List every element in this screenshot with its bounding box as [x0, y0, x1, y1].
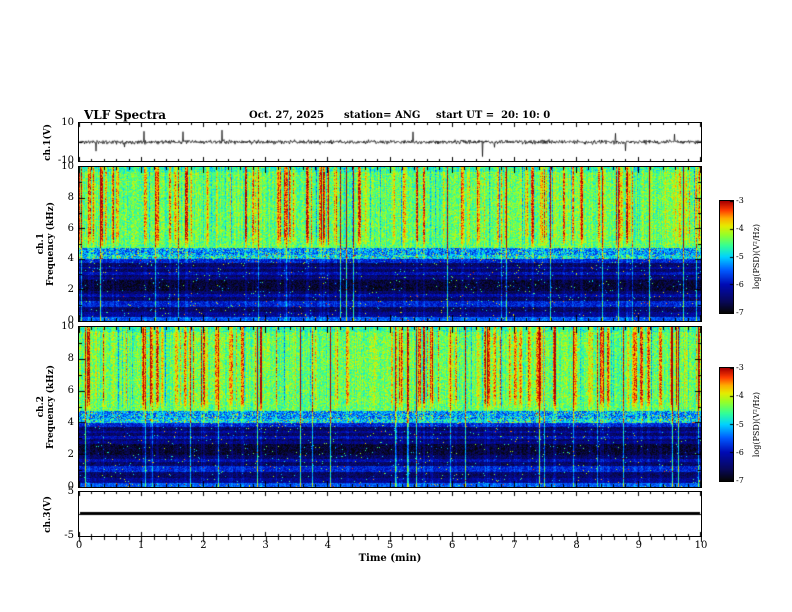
tick-label: 8	[573, 540, 580, 551]
tick-label: 8	[67, 353, 74, 364]
ch1-colorbar	[719, 200, 734, 314]
tick-label: 4	[67, 417, 74, 428]
ch2-label-line1: ch.2	[35, 396, 46, 418]
tick-label: 5	[67, 486, 74, 497]
tick-label: -3	[736, 363, 744, 372]
tick-label: 10	[61, 321, 74, 332]
tick-label: -7	[736, 476, 744, 485]
tick-label: 4	[324, 540, 331, 551]
tick-label: 10	[61, 117, 74, 128]
ch1-waveform-canvas	[79, 123, 701, 161]
tick-label: -5	[736, 252, 744, 261]
ch1-frequency-axis-label: ch.1 Frequency (kHz)	[32, 166, 60, 322]
tick-label: 0	[75, 540, 83, 551]
tick-label: 10	[694, 540, 708, 551]
ch2-frequency-axis-label: ch.2 Frequency (kHz)	[32, 326, 60, 488]
tick-label: 9	[635, 540, 642, 551]
ch2-label-line2: Frequency (kHz)	[46, 364, 56, 449]
ch1-label-line2: Frequency (kHz)	[46, 201, 56, 286]
tick-label: -4	[736, 224, 744, 233]
tick-label: 6	[67, 385, 74, 396]
tick-label: 0	[67, 315, 74, 326]
ch3-waveform-canvas	[79, 492, 701, 536]
ch3-waveform-panel	[78, 491, 702, 537]
tick-label: -10	[57, 155, 74, 166]
ch2-spectrogram-panel	[78, 326, 702, 488]
tick-label: 5	[386, 540, 394, 551]
tick-label: 8	[67, 191, 74, 203]
ch2-colorbar-label-text: log(PSD)(V²/Hz)	[752, 391, 762, 458]
ch2-colorbar-label: log(PSD)(V²/Hz)	[751, 367, 763, 482]
ch1-spectrogram-panel	[78, 166, 702, 322]
figure-station: station= ANG	[344, 110, 421, 121]
figure-date: Oct. 27, 2025	[249, 110, 325, 121]
tick-label: 3	[262, 540, 269, 551]
tick-label: 4	[67, 253, 74, 265]
ch2-colorbar	[719, 367, 734, 482]
tick-label: 0	[67, 481, 74, 492]
tick-label: -5	[736, 419, 744, 429]
ch2-colorbar-canvas	[720, 368, 733, 481]
tick-label: -5	[64, 530, 74, 541]
ch1-voltage-axis-label-text: ch.1(V)	[42, 123, 53, 161]
ch1-colorbar-canvas	[720, 201, 733, 313]
ch1-label-line1: ch.1	[35, 233, 46, 255]
tick-label: 2	[67, 284, 74, 296]
ch2-spectrogram-canvas	[79, 327, 701, 487]
tick-label: 6	[449, 540, 456, 551]
figure-title: VLF Spectra	[84, 108, 167, 122]
tick-label: 6	[67, 222, 74, 234]
figure-start-ut: start UT = 20: 10: 0	[436, 110, 551, 121]
ch3-voltage-axis-label-text: ch.3(V)	[42, 495, 53, 533]
tick-label: -6	[736, 280, 744, 289]
tick-label: 7	[511, 540, 518, 551]
tick-label: -6	[736, 447, 744, 457]
tick-label: -4	[736, 391, 744, 401]
ch1-waveform-panel	[78, 122, 702, 162]
ch1-colorbar-label-text: log(PSD)(V²/Hz)	[752, 224, 762, 290]
tick-label: 10	[61, 161, 74, 172]
ch1-spectrogram-canvas	[79, 167, 701, 321]
tick-label: 2	[200, 540, 207, 551]
tick-label: 2	[67, 449, 74, 460]
x-axis-title: Time (min)	[358, 553, 422, 564]
ch1-colorbar-label: log(PSD)(V²/Hz)	[751, 200, 763, 314]
tick-label: 1	[138, 540, 145, 551]
tick-label: -7	[736, 308, 744, 317]
tick-label: -3	[736, 196, 744, 205]
x-axis-outer-ticks	[78, 537, 702, 543]
